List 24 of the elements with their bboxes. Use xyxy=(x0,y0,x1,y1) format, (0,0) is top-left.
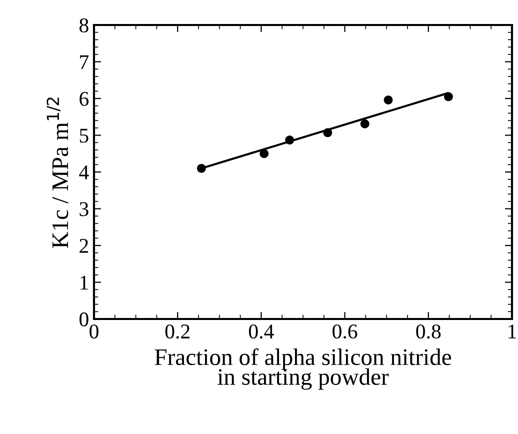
point xyxy=(444,92,453,102)
y-tick-label: 4 xyxy=(79,166,89,180)
point xyxy=(260,149,269,158)
y-tick-label: 6 xyxy=(80,92,89,106)
x-tick-label: 0.2 xyxy=(165,324,190,339)
point xyxy=(196,164,206,173)
y-tick-label: 7 xyxy=(80,55,89,69)
point xyxy=(384,95,393,104)
x-axis-title: Fraction of alpha silicon nitride in starting powder xyxy=(154,348,452,390)
point xyxy=(323,128,332,138)
point xyxy=(285,136,294,145)
y-axis-title: K1c / MPa m$^{1/2}$ xyxy=(46,98,68,248)
y-tick-label: 5 xyxy=(80,128,88,143)
x-tick-label: 0.6 xyxy=(332,324,358,339)
y-tick-label: 2 xyxy=(80,238,88,253)
y-tick-label: 0 xyxy=(80,312,88,326)
y-tick-label: 1 xyxy=(80,276,88,290)
x-tick-label: 0 xyxy=(90,324,98,339)
y-tick-label: 8 xyxy=(80,18,88,32)
x-tick-label: 1 xyxy=(508,324,516,338)
x-tick-label: 0.4 xyxy=(248,324,274,339)
y-tick-label: 3 xyxy=(80,202,88,216)
point xyxy=(360,119,370,128)
x-tick-label: 0.8 xyxy=(416,324,441,339)
